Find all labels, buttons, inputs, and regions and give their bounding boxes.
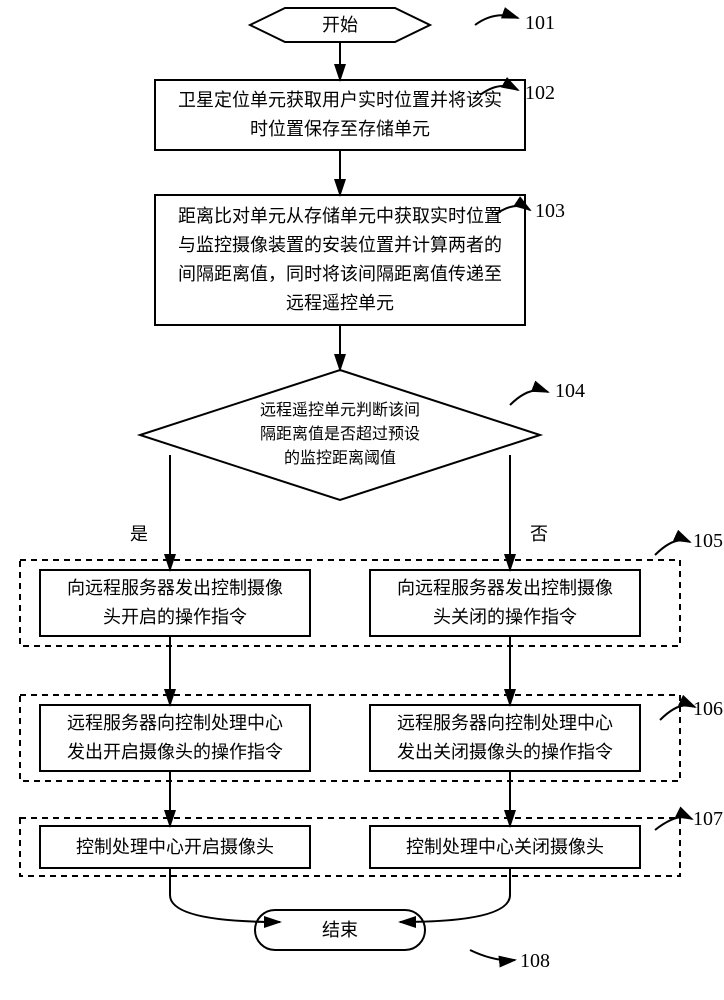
- ref-arrow-105: [655, 540, 690, 555]
- ref-105: 105: [693, 530, 723, 553]
- start-label: 开始: [250, 8, 430, 42]
- ref-arrow-106: [660, 705, 695, 720]
- no-106-text: 远程服务器向控制处理中心 发出关闭摄像头的操作指令: [375, 707, 635, 769]
- yes-107-text: 控制处理中心开启摄像头: [45, 828, 305, 866]
- yes-106-text: 远程服务器向控制处理中心 发出开启摄像头的操作指令: [45, 707, 305, 769]
- decision-text: 远程遥控单元判断该间 隔距离值是否超过预设 的监控距离阈值: [220, 400, 460, 470]
- end-label: 结束: [255, 910, 425, 950]
- ref-107: 107: [693, 808, 723, 831]
- branch-yes: 是: [130, 520, 148, 546]
- ref-103: 103: [535, 200, 565, 223]
- step-103-text: 距离比对单元从存储单元中获取实时位置 与监控摄像装置的安装位置并计算两者的 间隔…: [160, 198, 520, 322]
- branch-no: 否: [530, 520, 548, 546]
- step-102-text: 卫星定位单元获取用户实时位置并将该实 时位置保存至存储单元: [160, 82, 520, 148]
- ref-108: 108: [520, 950, 550, 973]
- ref-arrow-108: [470, 950, 515, 960]
- no-105-text: 向远程服务器发出控制摄像 头关闭的操作指令: [375, 572, 635, 634]
- yes-105-text: 向远程服务器发出控制摄像 头开启的操作指令: [45, 572, 305, 634]
- no-107-text: 控制处理中心关闭摄像头: [375, 828, 635, 866]
- ref-arrow-104: [510, 390, 548, 405]
- ref-104: 104: [555, 380, 585, 403]
- ref-102: 102: [525, 82, 555, 105]
- ref-101: 101: [525, 12, 555, 35]
- ref-arrow-101: [475, 15, 518, 25]
- ref-106: 106: [693, 698, 723, 721]
